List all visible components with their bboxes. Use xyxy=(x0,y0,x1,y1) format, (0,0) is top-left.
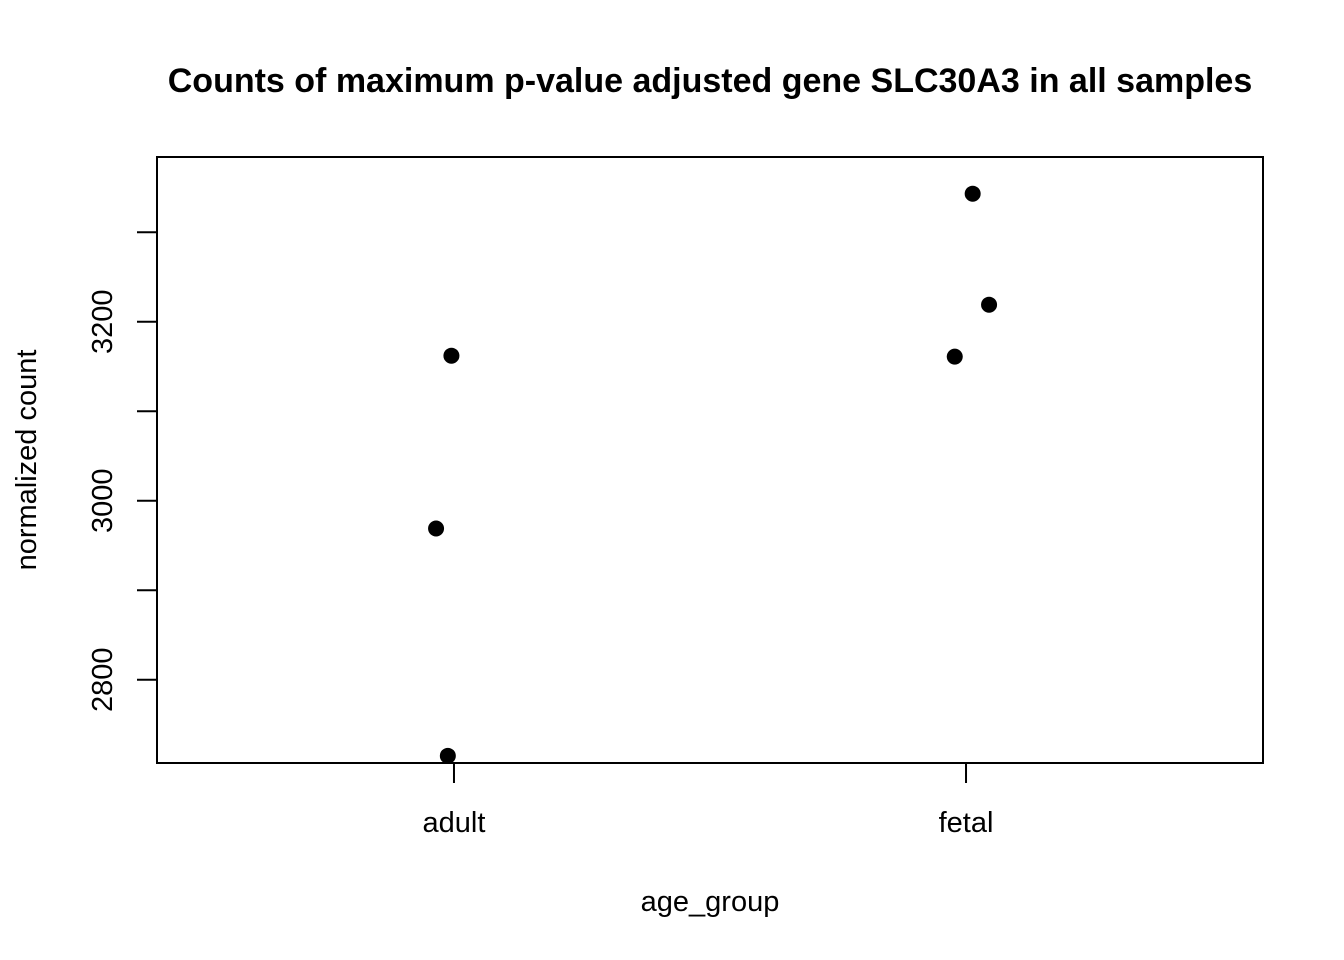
data-point-fetal xyxy=(981,296,998,313)
x-tick-label-fetal: fetal xyxy=(939,807,994,839)
y-tick-label: 3200 xyxy=(87,289,119,354)
data-point-fetal xyxy=(964,185,981,202)
data-points xyxy=(428,185,998,764)
data-point-adult xyxy=(439,747,456,764)
x-axis: adult fetal xyxy=(423,763,994,839)
data-point-fetal xyxy=(946,348,963,365)
data-point-adult xyxy=(428,520,445,537)
y-axis: 2800 3000 3200 xyxy=(87,231,157,712)
data-point-adult xyxy=(443,347,460,364)
y-tick-label: 3000 xyxy=(87,468,119,533)
y-axis-label: normalized count xyxy=(11,350,43,571)
y-tick-label: 2800 xyxy=(87,647,119,712)
chart-title: Counts of maximum p-value adjusted gene … xyxy=(168,62,1253,100)
x-axis-label: age_group xyxy=(641,886,780,918)
plot-frame xyxy=(156,156,1264,764)
x-tick-label-adult: adult xyxy=(423,807,486,839)
